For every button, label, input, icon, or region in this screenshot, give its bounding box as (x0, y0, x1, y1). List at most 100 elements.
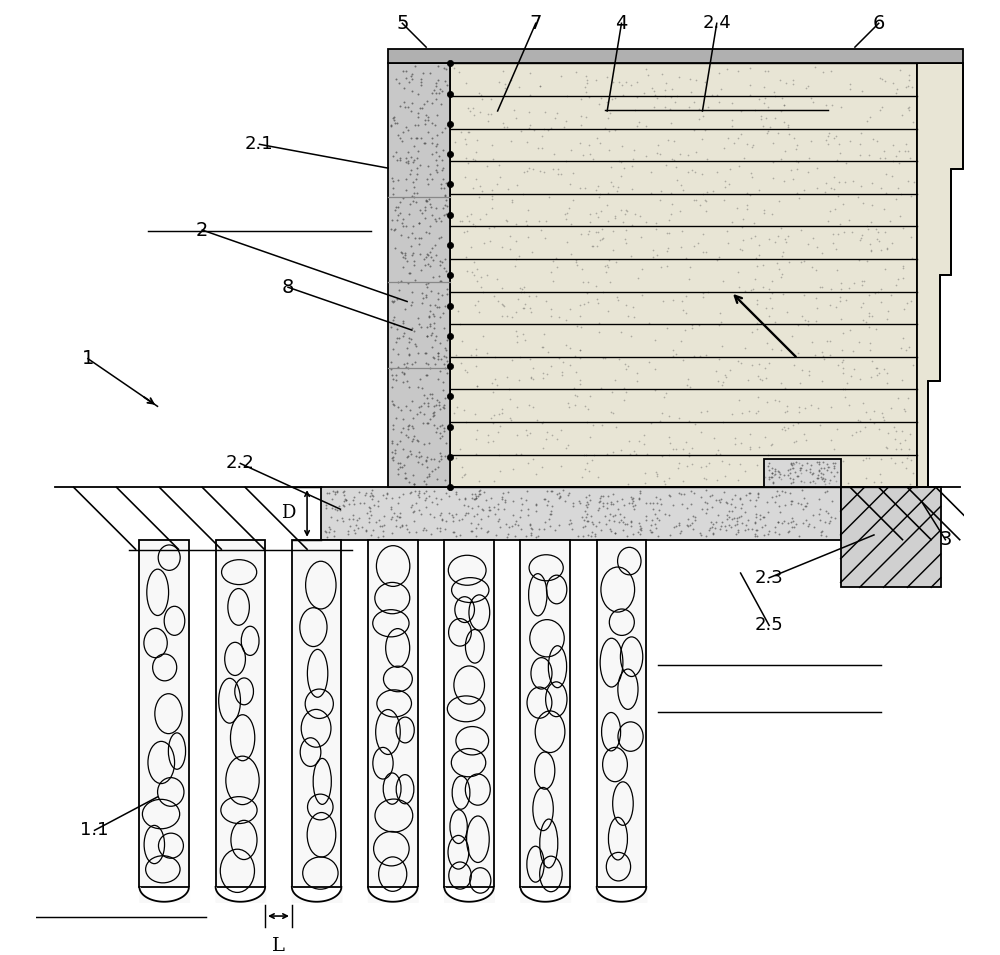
Point (828, 300, 844, 315)
Point (397, 250, 413, 265)
Point (674, 294, 690, 309)
Point (649, 469, 665, 484)
Point (583, 528, 599, 543)
Point (363, 485, 379, 500)
Point (857, 53, 873, 68)
Point (595, 284, 611, 299)
Point (414, 48, 430, 63)
Point (467, 491, 483, 506)
Point (452, 442, 468, 457)
Point (821, 459, 837, 475)
Point (423, 249, 439, 265)
Point (892, 435, 908, 451)
Point (436, 356, 452, 371)
Point (784, 460, 800, 476)
Point (876, 413, 892, 428)
Point (425, 269, 441, 285)
Point (637, 476, 653, 491)
Point (682, 49, 698, 64)
Point (727, 487, 743, 502)
Point (416, 407, 432, 422)
Point (569, 388, 585, 403)
Point (432, 508, 448, 523)
Point (392, 433, 408, 448)
Point (855, 395, 871, 411)
Point (673, 524, 689, 540)
Point (714, 515, 730, 530)
Point (437, 120, 453, 136)
Point (591, 96, 607, 112)
Point (436, 180, 452, 195)
Point (410, 379, 426, 394)
Point (408, 131, 424, 146)
Point (709, 472, 725, 487)
Point (416, 520, 432, 536)
Point (517, 332, 533, 348)
Point (419, 172, 435, 187)
Point (644, 524, 660, 540)
Point (638, 44, 654, 59)
Point (474, 183, 490, 199)
Point (432, 364, 448, 379)
Point (456, 402, 472, 417)
Point (383, 118, 399, 134)
Point (841, 397, 857, 413)
Point (903, 188, 919, 203)
Point (437, 521, 453, 537)
Point (637, 465, 653, 480)
Point (709, 164, 725, 180)
Point (471, 483, 487, 499)
Point (480, 113, 496, 128)
Point (468, 490, 484, 505)
Point (794, 482, 810, 498)
Point (686, 95, 702, 110)
Point (454, 459, 470, 475)
Point (755, 510, 771, 525)
Point (853, 126, 869, 141)
Point (774, 265, 790, 281)
Point (720, 236, 736, 251)
Point (715, 374, 731, 390)
Point (773, 471, 789, 486)
Point (407, 336, 423, 351)
Point (815, 470, 831, 485)
Point (659, 321, 675, 336)
Point (644, 512, 660, 527)
Point (853, 230, 869, 245)
Point (404, 295, 420, 310)
Point (419, 459, 435, 475)
Point (592, 186, 608, 202)
Point (742, 439, 758, 455)
Point (890, 180, 906, 196)
Point (671, 70, 687, 85)
Point (418, 276, 434, 291)
Point (715, 414, 731, 430)
Point (582, 389, 598, 404)
Point (419, 470, 435, 485)
Point (724, 511, 740, 526)
Point (652, 146, 668, 161)
Point (761, 472, 777, 487)
Point (933, 50, 949, 65)
Point (624, 159, 640, 174)
Point (705, 516, 721, 531)
Point (385, 450, 401, 465)
Point (767, 524, 783, 540)
Point (809, 470, 825, 485)
Point (751, 356, 767, 371)
Point (318, 524, 334, 540)
Point (413, 507, 429, 522)
Point (772, 73, 788, 88)
Point (733, 435, 749, 451)
Point (818, 503, 834, 519)
Point (411, 47, 427, 62)
Point (630, 270, 646, 286)
Point (383, 361, 399, 376)
Point (486, 474, 502, 489)
Point (385, 186, 401, 202)
Point (685, 509, 701, 524)
Point (885, 75, 901, 91)
Point (522, 66, 538, 81)
Point (395, 211, 411, 226)
Point (432, 335, 448, 350)
